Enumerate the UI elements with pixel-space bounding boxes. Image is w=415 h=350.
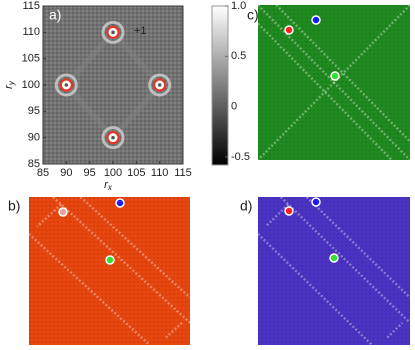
colorbar-tick-label: -0.5 [231, 151, 250, 163]
wave-band [257, 233, 373, 346]
wave-band [257, 4, 411, 161]
x-tick-label: 100 [104, 167, 122, 179]
y-axis-label: ry [3, 80, 16, 89]
x-tick-label: 110 [151, 167, 169, 179]
panel-label: b) [8, 198, 20, 214]
site-markers [58, 15, 340, 265]
panel-label: a) [49, 7, 61, 23]
colorbar-tick-label: 0.5 [231, 50, 246, 62]
y-axis-label-sub: y [7, 80, 16, 86]
panels: 85 90 95 100 105 110 115859095100105110115rxry… [3, 0, 411, 346]
wave-band [52, 196, 191, 324]
site-core [111, 30, 115, 35]
site-core [111, 135, 115, 140]
colorbar-tick-label: 1.0 [231, 0, 246, 12]
y-tick-label: 95 [28, 105, 40, 117]
y-tick-label: 105 [22, 53, 40, 65]
marker [284, 206, 294, 216]
marker [329, 253, 339, 263]
panel-label: d) [240, 198, 252, 214]
x-tick-label: 95 [84, 167, 96, 179]
halo [101, 20, 125, 44]
marker [311, 15, 321, 25]
marker [284, 25, 294, 35]
marker [58, 207, 68, 217]
y-tick-label: 110 [22, 26, 40, 38]
y-tick-label: 90 [28, 132, 40, 144]
x-tick-label: 105 [127, 167, 145, 179]
annotation: +1 [134, 25, 147, 37]
wave-band [386, 321, 404, 339]
wave-bands [28, 196, 191, 346]
wave-band [257, 4, 411, 161]
wave-band [264, 203, 290, 228]
image-texture [258, 197, 410, 345]
x-axis-label: rx [104, 179, 113, 192]
marker [330, 71, 340, 81]
colorbar-tick-label: 0 [231, 101, 237, 113]
x-tick-label: 90 [60, 167, 72, 179]
halo [54, 73, 78, 97]
marker [311, 197, 321, 207]
site-core [157, 83, 162, 87]
x-axis-label-main: r [104, 179, 109, 191]
image-texture [258, 5, 410, 160]
wave-bands [257, 4, 411, 161]
marker [105, 255, 115, 265]
y-tick-label: 115 [22, 0, 40, 12]
marker [115, 198, 125, 208]
site-core [64, 83, 69, 87]
x-tick-label: 115 [174, 167, 192, 179]
wave-band [305, 196, 411, 299]
image-texture [29, 197, 190, 345]
colorbar [211, 5, 229, 166]
halo [148, 73, 172, 97]
wave-band [28, 233, 151, 346]
x-axis-label-sub: x [107, 183, 113, 192]
y-axis-label-main: r [3, 84, 15, 89]
y-tick-label: 85 [28, 158, 40, 170]
y-tick-label: 100 [22, 79, 40, 91]
panel-label: c) [247, 7, 259, 23]
wave-bands [257, 196, 411, 346]
x-tick-label: 85 [37, 167, 49, 179]
wave-band [79, 196, 191, 299]
halo [101, 126, 125, 150]
wave-band [36, 203, 63, 228]
